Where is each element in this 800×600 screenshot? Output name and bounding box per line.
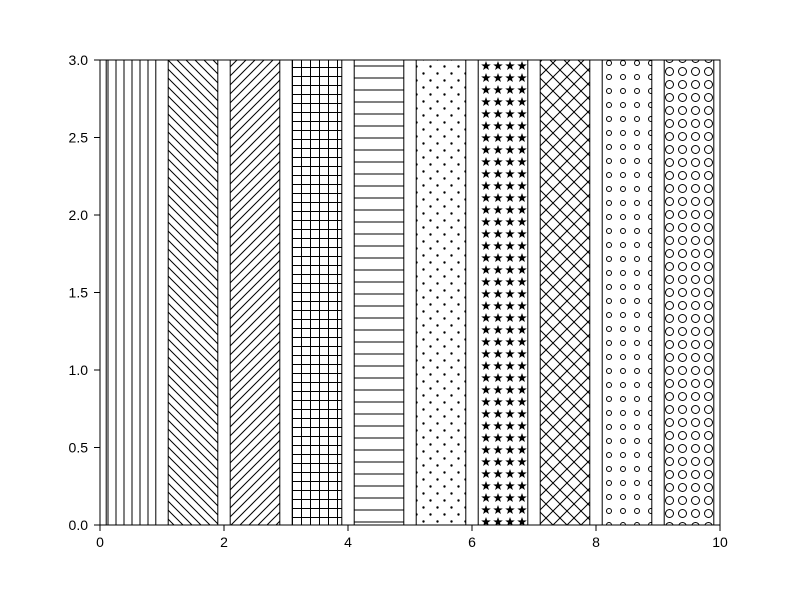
x-tick-label: 4 bbox=[344, 534, 352, 550]
bar-0 bbox=[106, 60, 156, 525]
y-tick-label: 2.0 bbox=[69, 207, 89, 223]
y-tick-label: 2.5 bbox=[69, 130, 89, 146]
y-tick-label: 3.0 bbox=[69, 52, 89, 68]
bar-6 bbox=[478, 60, 528, 525]
bar-9 bbox=[664, 60, 714, 525]
y-tick-label: 0.0 bbox=[69, 517, 89, 533]
x-tick-label: 2 bbox=[220, 534, 228, 550]
bar-4 bbox=[354, 60, 404, 525]
x-tick-label: 6 bbox=[468, 534, 476, 550]
x-tick-label: 10 bbox=[712, 534, 728, 550]
bar-8 bbox=[602, 60, 652, 525]
y-axis: 0.0 0.5 1.0 1.5 2.0 2.5 3.0 bbox=[69, 52, 100, 533]
y-tick-label: 1.0 bbox=[69, 362, 89, 378]
x-tick-label: 8 bbox=[592, 534, 600, 550]
x-tick-label: 0 bbox=[96, 534, 104, 550]
hatch-bar-chart: 0 2 4 6 8 10 0.0 0.5 1.0 1.5 2.0 2.5 3.0 bbox=[0, 0, 800, 600]
x-axis: 0 2 4 6 8 10 bbox=[96, 525, 728, 550]
bar-3 bbox=[292, 60, 342, 525]
y-tick-label: 1.5 bbox=[69, 285, 89, 301]
chart-svg: 0 2 4 6 8 10 0.0 0.5 1.0 1.5 2.0 2.5 3.0 bbox=[0, 0, 800, 600]
bar-5 bbox=[416, 60, 466, 525]
y-tick-label: 0.5 bbox=[69, 440, 89, 456]
bar-1 bbox=[168, 60, 218, 525]
bar-2 bbox=[230, 60, 280, 525]
bar-7 bbox=[540, 60, 590, 525]
